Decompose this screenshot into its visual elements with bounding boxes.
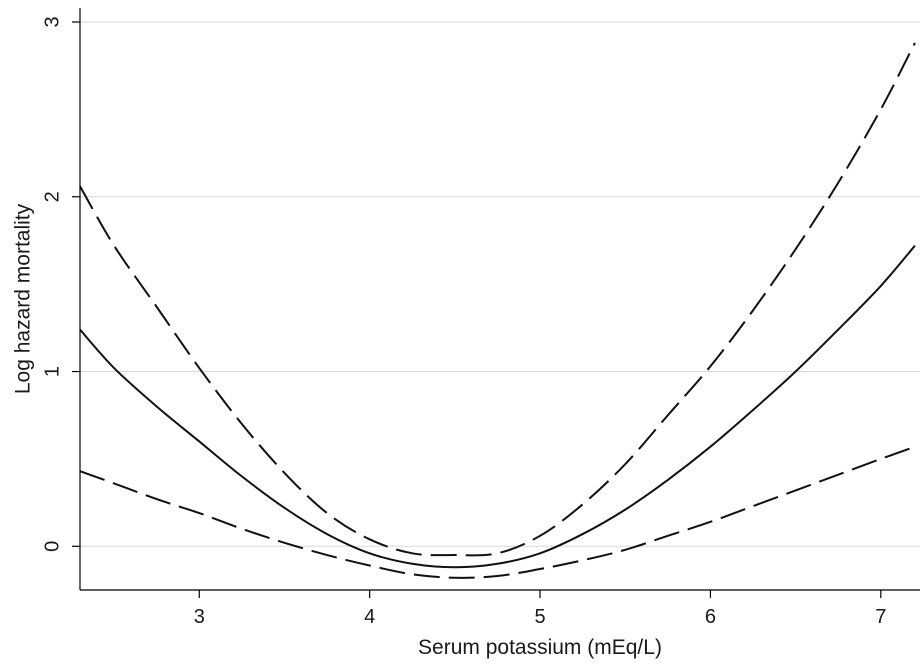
estimate-solid-line-0 bbox=[79, 245, 916, 569]
x-axis-title: Serum potassium (mEq/L) bbox=[418, 636, 662, 659]
ci-dashed-line-2 bbox=[79, 445, 916, 579]
y-tick-label: 1 bbox=[41, 366, 63, 377]
series-group bbox=[79, 42, 916, 579]
y-tick-label: 0 bbox=[41, 541, 63, 552]
y-tick-label: 2 bbox=[41, 191, 63, 202]
y-ticks: 0 1 2 3 bbox=[41, 16, 80, 552]
y-tick-label: 3 bbox=[41, 16, 63, 27]
y-axis-title: Log hazard mortality bbox=[12, 203, 35, 394]
ci-dashed-line-1 bbox=[79, 42, 916, 557]
x-tick-label: 7 bbox=[875, 606, 886, 628]
x-tick-label: 6 bbox=[705, 606, 716, 628]
x-tick-label: 4 bbox=[364, 606, 375, 628]
axes bbox=[79, 8, 920, 591]
x-ticks: 3 4 5 6 7 bbox=[194, 590, 886, 628]
x-tick-label: 3 bbox=[194, 606, 205, 628]
grid bbox=[80, 21, 920, 547]
x-tick-label: 5 bbox=[534, 606, 545, 628]
